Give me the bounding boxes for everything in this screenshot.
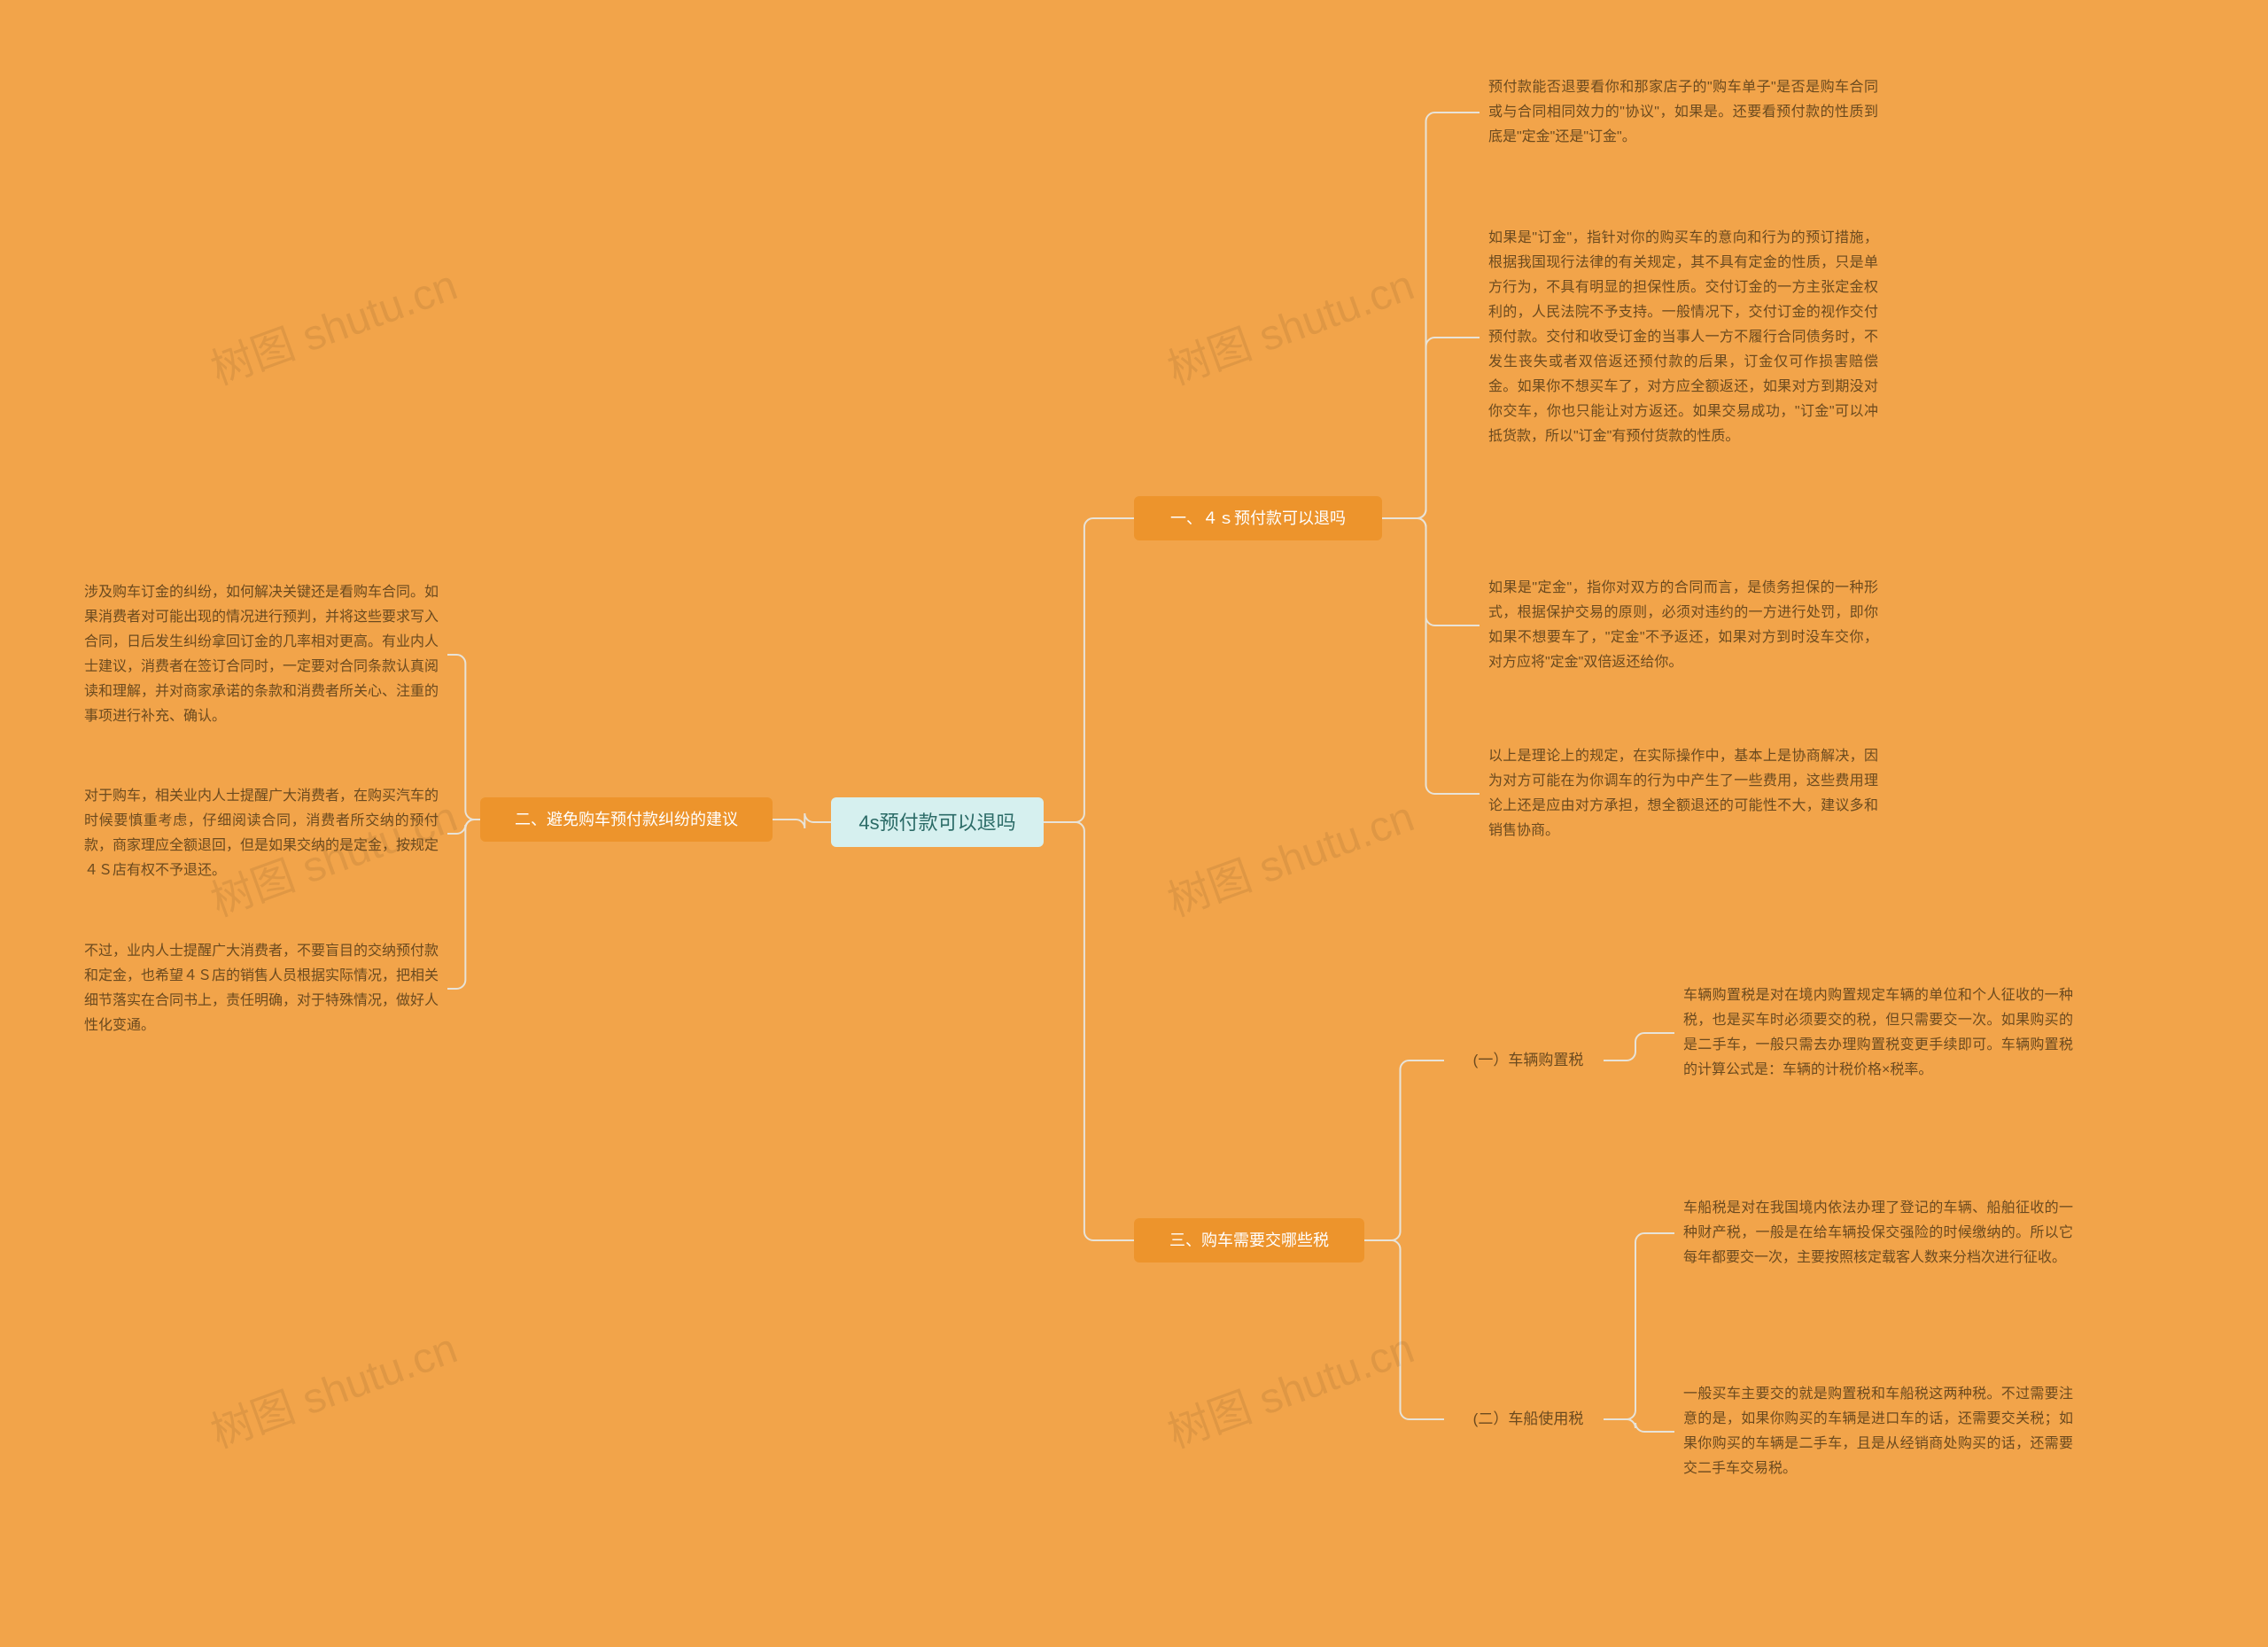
leaf-text: 不过，业内人士提醒广大消费者，不要盲目的交纳预付款和定金，也希望４Ｓ店的销售人员…: [84, 939, 439, 1038]
leaf-text: 预付款能否退要看你和那家店子的"购车单子"是否是购车合同或与合同相同效力的"协议…: [1488, 75, 1878, 150]
branch-node[interactable]: 二、避免购车预付款纠纷的建议: [480, 797, 773, 842]
watermark: 树图 shutu.cn: [201, 250, 464, 396]
leaf-text: 车船税是对在我国境内依法办理了登记的车辆、船舶征收的一种财产税，一般是在给车辆投…: [1683, 1196, 2073, 1270]
watermark: 树图 shutu.cn: [1158, 1313, 1421, 1459]
leaf-text: 涉及购车订金的纠纷，如何解决关键还是看购车合同。如果消费者对可能出现的情况进行预…: [84, 580, 439, 729]
watermark: 树图 shutu.cn: [1158, 781, 1421, 928]
leaf-text: 如果是"定金"，指你对双方的合同而言，是债务担保的一种形式，根据保护交易的原则，…: [1488, 576, 1878, 675]
mindmap-canvas: 树图 shutu.cn 树图 shutu.cn 树图 shutu.cn 树图 shut…: [0, 0, 2268, 1647]
watermark: 树图 shutu.cn: [201, 1313, 464, 1459]
leaf-text: 车辆购置税是对在境内购置规定车辆的单位和个人征收的一种税，也是买车时必须要交的税…: [1683, 983, 2073, 1083]
leaf-text: 一般买车主要交的就是购置税和车船税这两种税。不过需要注意的是，如果你购买的车辆是…: [1683, 1382, 2073, 1481]
leaf-text: 对于购车，相关业内人士提醒广大消费者，在购买汽车的时候要慎重考虑，仔细阅读合同，…: [84, 784, 439, 883]
leaf-text: 以上是理论上的规定，在实际操作中，基本上是协商解决，因为对方可能在为你调车的行为…: [1488, 744, 1878, 843]
leaf-text: 如果是"订金"，指针对你的购买车的意向和行为的预订措施，根据我国现行法律的有关规…: [1488, 226, 1878, 449]
subbranch-node[interactable]: (二）车船使用税: [1453, 1400, 1604, 1439]
branch-node[interactable]: 一、４ｓ预付款可以退吗: [1134, 496, 1382, 540]
subbranch-node[interactable]: (一）车辆购置税: [1453, 1041, 1604, 1080]
watermark: 树图 shutu.cn: [1158, 250, 1421, 396]
root-node[interactable]: 4s预付款可以退吗: [831, 797, 1044, 847]
branch-node[interactable]: 三、购车需要交哪些税: [1134, 1218, 1364, 1262]
